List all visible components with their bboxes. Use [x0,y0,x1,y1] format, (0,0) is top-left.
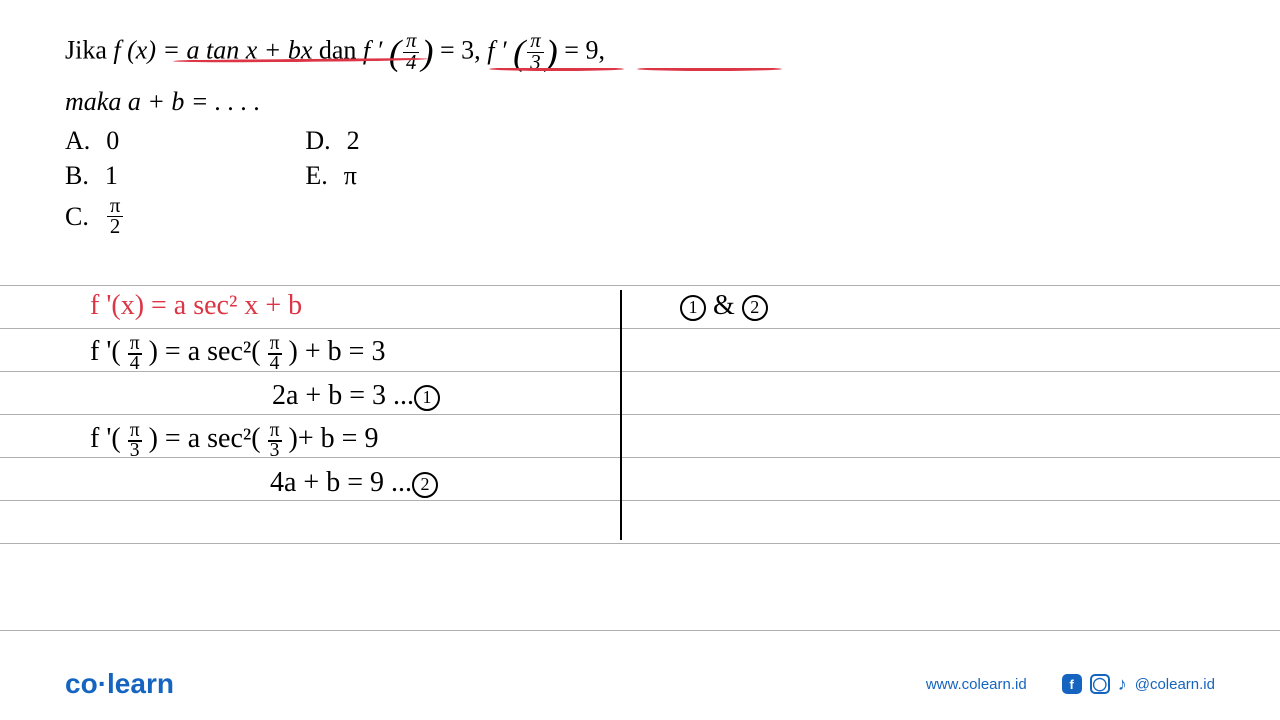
footer: co·learn www.colearn.id f ◯ ♪ @colearn.i… [0,668,1280,700]
underline-2 [489,67,624,71]
choice-e: E. π [305,161,359,191]
question-line-2: maka a + b = . . . . [65,82,1215,121]
deriv2-rhs: = 9, [564,36,605,65]
choices-col-1: A. 0 B. 1 C. π 2 [65,126,125,239]
socials: f ◯ ♪ @colearn.id [1062,674,1215,695]
choice-c: C. π 2 [65,196,125,239]
choices: A. 0 B. 1 C. π 2 D. 2 E. π [65,126,1215,239]
instagram-icon: ◯ [1090,674,1110,694]
ruled-line [0,500,1280,501]
deriv1-rhs: = 3, [440,36,487,65]
ruled-line [0,414,1280,415]
hw-line-1: f '(x) = a sec² x + b [90,290,302,322]
hw-right-side: 1 & 2 [680,290,768,322]
handwriting-area: f '(x) = a sec² x + b f '( π4 ) = a sec²… [0,260,1280,660]
ruled-line [0,630,1280,631]
hw-line-3: 2a + b = 3 ...1 [272,380,440,412]
choice-b: B. 1 [65,161,125,191]
hw-line-4: f '( π3 ) = a sec²( π3 )+ b = 9 [90,422,378,459]
underline-3 [637,67,782,71]
social-handle: @colearn.id [1135,676,1215,693]
choice-c-frac: π 2 [107,196,124,239]
choice-d: D. 2 [305,126,359,156]
footer-url: www.colearn.id [926,676,1027,693]
hw-line-2: f '( π4 ) = a sec²( π4 ) + b = 3 [90,335,385,372]
tiktok-icon: ♪ [1118,674,1127,695]
choice-a: A. 0 [65,126,125,156]
ruled-line [0,285,1280,286]
prefix: Jika [65,36,113,65]
question-line-1: Jika f (x) = a tan x + bx dan f ′ (π4) =… [65,25,1215,80]
choices-col-2: D. 2 E. π [305,126,359,239]
hw-line-5: 4a + b = 9 ...2 [270,467,438,499]
ruled-line [0,543,1280,544]
facebook-icon: f [1062,674,1082,694]
footer-right: www.colearn.id f ◯ ♪ @colearn.id [926,674,1215,695]
logo: co·learn [65,668,174,700]
ruled-line [0,328,1280,329]
divider-line [620,290,622,540]
deriv2: f ′ (π3) [487,36,564,65]
